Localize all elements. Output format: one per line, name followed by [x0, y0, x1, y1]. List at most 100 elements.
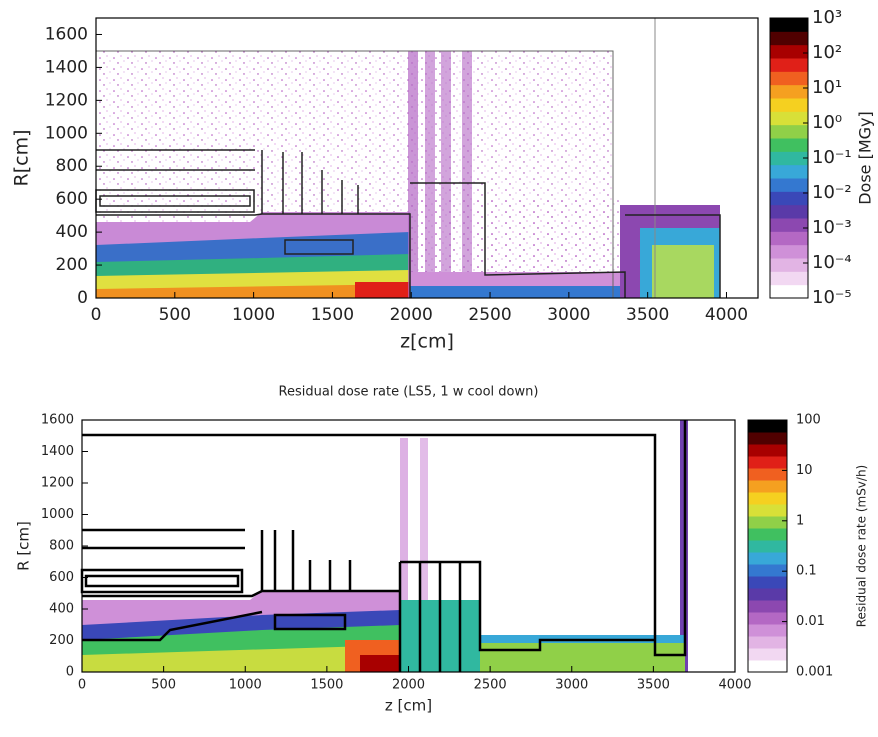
colorbar-swatch	[748, 516, 787, 529]
colorbar-swatch	[748, 612, 787, 625]
chart-title: Residual dose rate (LS5, 1 w cool down)	[279, 385, 539, 400]
x-axis-label: z [cm]	[385, 696, 432, 714]
y-tick-label: 1600	[41, 413, 74, 428]
colorbar-swatch	[748, 624, 787, 637]
x-tick-label: 2500	[468, 305, 511, 325]
colorbar-swatch	[770, 71, 808, 86]
colorbar-tick-label: 0.1	[796, 564, 817, 579]
residual-dose-map-art	[80, 420, 688, 672]
x-tick-label: 2000	[390, 305, 433, 325]
colorbar-swatch	[770, 138, 808, 152]
colorbar-swatch	[748, 444, 787, 457]
colorbar-tick-label: 0.01	[796, 614, 825, 629]
dose-map-art	[95, 18, 721, 299]
y-tick-label: 800	[56, 156, 88, 176]
colorbar-swatch	[748, 576, 787, 589]
x-tick-label: 4000	[718, 678, 751, 693]
colorbar-frame	[747, 419, 788, 673]
colorbar-tick-label: 10⁰	[812, 112, 842, 133]
x-tick-label: 500	[151, 678, 176, 693]
y-tick-label: 1000	[41, 507, 74, 522]
x-tick-label: 1500	[311, 305, 354, 325]
y-tick-label: 400	[56, 222, 88, 242]
colorbar-tick-label: 10⁻²	[812, 182, 852, 203]
colorbar-swatch	[748, 528, 787, 541]
x-tick-label: 3000	[547, 305, 590, 325]
colorbar-swatch	[748, 564, 787, 577]
colorbar-tick-label: 1	[796, 513, 804, 528]
colorbar-tick-label: 10⁻⁵	[812, 287, 852, 308]
colorbar-swatch	[748, 468, 787, 481]
colorbar-swatch	[748, 648, 787, 661]
colorbar-swatch	[770, 84, 808, 99]
colorbar-swatch	[770, 258, 808, 272]
x-tick-label: 3500	[637, 678, 670, 693]
colorbar-swatch	[770, 271, 808, 286]
x-tick-label: 0	[78, 678, 86, 693]
colorbar-label: Dose [MGy]	[856, 111, 875, 205]
colorbar-tick-label: 10⁻³	[812, 217, 852, 238]
colorbar-swatch	[770, 204, 808, 219]
y-tick-label: 1200	[45, 90, 88, 110]
y-tick-label: 1000	[45, 123, 88, 143]
y-tick-label: 0	[66, 665, 74, 680]
y-axis-label: R[cm]	[11, 130, 33, 187]
colorbar-tick-label: 10	[796, 463, 813, 478]
y-tick-label: 600	[49, 570, 74, 585]
colorbar-tick-label: 10²	[812, 42, 842, 63]
y-tick-label: 200	[49, 633, 74, 648]
x-tick-label: 2000	[392, 678, 425, 693]
colorbar-tick-label: 10⁻⁴	[812, 252, 852, 273]
colorbar-label: Residual dose rate (mSv/h)	[855, 465, 869, 628]
colorbar-swatch	[770, 151, 808, 166]
colorbar-swatch	[748, 420, 787, 433]
colorbar-swatch	[748, 600, 787, 613]
y-tick-label: 600	[56, 189, 88, 209]
x-tick-label: 3500	[626, 305, 669, 325]
x-axis-label: z[cm]	[400, 331, 454, 353]
colorbar-swatch	[748, 480, 787, 493]
colorbar-swatch	[770, 31, 808, 46]
colorbar-swatch	[770, 44, 808, 59]
colorbar-swatch	[748, 492, 787, 505]
colorbar-swatch	[770, 164, 808, 179]
colorbar-tick-label: 10³	[812, 7, 842, 28]
x-tick-label: 1000	[232, 305, 275, 325]
x-tick-label: 2500	[474, 678, 507, 693]
colorbar-swatch	[770, 178, 808, 192]
x-tick-label: 3000	[555, 678, 588, 693]
colorbar-swatch	[770, 218, 808, 232]
colorbar-swatch	[748, 552, 787, 565]
colorbar-swatch	[770, 244, 808, 259]
colorbar-tick-label: 0.001	[796, 665, 833, 680]
y-tick-label: 1600	[45, 24, 88, 44]
colorbar-swatch	[770, 111, 808, 126]
x-tick-label: 1000	[229, 678, 262, 693]
colorbar-swatch	[748, 432, 787, 445]
y-axis-label: R [cm]	[15, 521, 33, 571]
colorbar-swatch	[770, 191, 808, 206]
colorbar-swatch	[770, 98, 808, 112]
colorbar-swatch	[748, 636, 787, 649]
colorbar-swatch	[770, 58, 808, 72]
colorbar-swatch	[770, 284, 808, 299]
x-tick-label: 500	[159, 305, 191, 325]
y-tick-label: 1200	[41, 476, 74, 491]
colorbar-swatch	[748, 456, 787, 469]
colorbar-swatch	[748, 504, 787, 517]
y-tick-label: 1400	[45, 57, 88, 77]
x-tick-label: 0	[91, 305, 102, 325]
x-tick-label: 4000	[705, 305, 748, 325]
colorbar-swatch	[748, 588, 787, 601]
colorbar-swatch	[770, 18, 808, 32]
colorbar-swatch	[770, 231, 808, 246]
y-tick-label: 0	[77, 288, 88, 308]
colorbar-swatch	[748, 540, 787, 553]
colorbar-tick-label: 100	[796, 413, 821, 428]
plot-frame	[95, 17, 759, 299]
colorbar-tick-label: 10⁻¹	[812, 147, 852, 168]
y-tick-label: 400	[49, 602, 74, 617]
x-tick-label: 1500	[310, 678, 343, 693]
y-tick-label: 200	[56, 255, 88, 275]
